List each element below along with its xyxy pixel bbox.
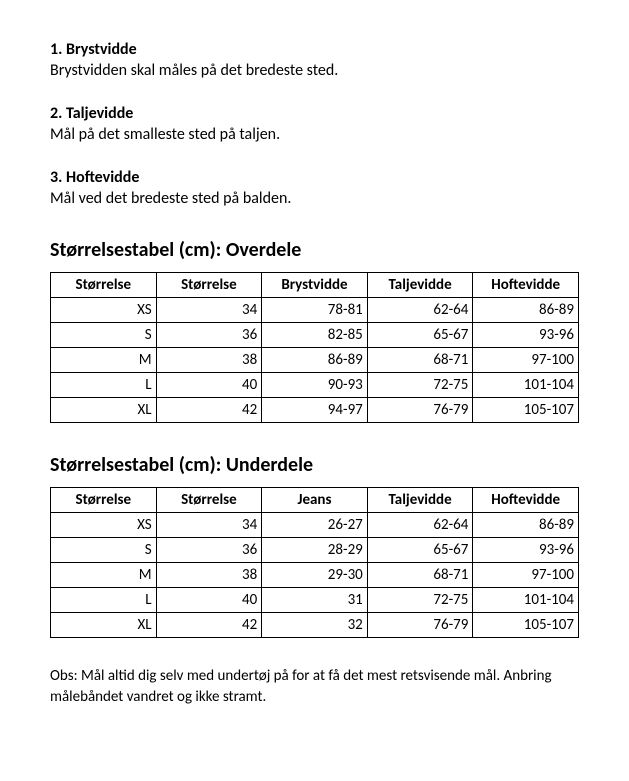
cell: 101-104 (473, 373, 579, 398)
cell: XL (51, 613, 157, 638)
cell: 105-107 (473, 398, 579, 423)
cell: 38 (156, 563, 262, 588)
col-header: Hoftevidde (473, 273, 579, 298)
section-title: 3. Hoftevidde (50, 168, 579, 187)
col-header: Brystvidde (262, 273, 368, 298)
section-text: Mål ved det bredeste sted på balden. (50, 189, 579, 208)
cell: XL (51, 398, 157, 423)
table-row: XS 34 26-27 62-64 86-89 (51, 513, 579, 538)
note-text: Obs: Mål altid dig selv med undertøj på … (50, 666, 579, 708)
cell: 26-27 (262, 513, 368, 538)
cell: 65-67 (367, 538, 473, 563)
table-row: S 36 28-29 65-67 93-96 (51, 538, 579, 563)
col-header: Størrelse (51, 273, 157, 298)
cell: M (51, 348, 157, 373)
table-title-underdele: Størrelsestabel (cm): Underdele (50, 453, 579, 477)
col-header: Taljevidde (367, 273, 473, 298)
cell: 93-96 (473, 538, 579, 563)
section-hoftevidde: 3. Hoftevidde Mål ved det bredeste sted … (50, 168, 579, 208)
size-table-underdele: Størrelse Størrelse Jeans Taljevidde Hof… (50, 487, 579, 638)
cell: 31 (262, 588, 368, 613)
cell: 34 (156, 513, 262, 538)
cell: 62-64 (367, 513, 473, 538)
cell: 97-100 (473, 348, 579, 373)
table-title-overdele: Størrelsestabel (cm): Overdele (50, 238, 579, 262)
cell: XS (51, 298, 157, 323)
cell: 97-100 (473, 563, 579, 588)
table-row: XL 42 32 76-79 105-107 (51, 613, 579, 638)
section-taljevidde: 2. Taljevidde Mål på det smalleste sted … (50, 104, 579, 144)
cell: 36 (156, 323, 262, 348)
table-row: S 36 82-85 65-67 93-96 (51, 323, 579, 348)
col-header: Taljevidde (367, 488, 473, 513)
cell: 68-71 (367, 563, 473, 588)
table-row: XS 34 78-81 62-64 86-89 (51, 298, 579, 323)
section-brystvidde: 1. Brystvidde Brystvidden skal måles på … (50, 40, 579, 80)
cell: 36 (156, 538, 262, 563)
cell: XS (51, 513, 157, 538)
cell: L (51, 588, 157, 613)
cell: 94-97 (262, 398, 368, 423)
cell: 34 (156, 298, 262, 323)
cell: 68-71 (367, 348, 473, 373)
cell: S (51, 538, 157, 563)
cell: L (51, 373, 157, 398)
section-title: 2. Taljevidde (50, 104, 579, 123)
cell: 86-89 (473, 298, 579, 323)
table-row: L 40 90-93 72-75 101-104 (51, 373, 579, 398)
cell: 62-64 (367, 298, 473, 323)
cell: 93-96 (473, 323, 579, 348)
table-header-row: Størrelse Størrelse Brystvidde Taljevidd… (51, 273, 579, 298)
cell: 42 (156, 613, 262, 638)
cell: 29-30 (262, 563, 368, 588)
table-row: M 38 86-89 68-71 97-100 (51, 348, 579, 373)
col-header: Hoftevidde (473, 488, 579, 513)
table-header-row: Størrelse Størrelse Jeans Taljevidde Hof… (51, 488, 579, 513)
cell: 42 (156, 398, 262, 423)
col-header: Jeans (262, 488, 368, 513)
cell: 105-107 (473, 613, 579, 638)
cell: 32 (262, 613, 368, 638)
section-text: Mål på det smalleste sted på taljen. (50, 125, 579, 144)
size-table-overdele: Størrelse Størrelse Brystvidde Taljevidd… (50, 272, 579, 423)
cell: 28-29 (262, 538, 368, 563)
table-row: M 38 29-30 68-71 97-100 (51, 563, 579, 588)
cell: 76-79 (367, 398, 473, 423)
cell: 86-89 (262, 348, 368, 373)
cell: 90-93 (262, 373, 368, 398)
table-row: L 40 31 72-75 101-104 (51, 588, 579, 613)
cell: 86-89 (473, 513, 579, 538)
cell: S (51, 323, 157, 348)
cell: 82-85 (262, 323, 368, 348)
cell: 72-75 (367, 373, 473, 398)
cell: 72-75 (367, 588, 473, 613)
cell: 38 (156, 348, 262, 373)
cell: M (51, 563, 157, 588)
cell: 76-79 (367, 613, 473, 638)
section-title: 1. Brystvidde (50, 40, 579, 59)
col-header: Størrelse (156, 273, 262, 298)
col-header: Størrelse (156, 488, 262, 513)
col-header: Størrelse (51, 488, 157, 513)
section-text: Brystvidden skal måles på det bredeste s… (50, 61, 579, 80)
cell: 40 (156, 588, 262, 613)
cell: 65-67 (367, 323, 473, 348)
cell: 40 (156, 373, 262, 398)
table-row: XL 42 94-97 76-79 105-107 (51, 398, 579, 423)
cell: 78-81 (262, 298, 368, 323)
cell: 101-104 (473, 588, 579, 613)
